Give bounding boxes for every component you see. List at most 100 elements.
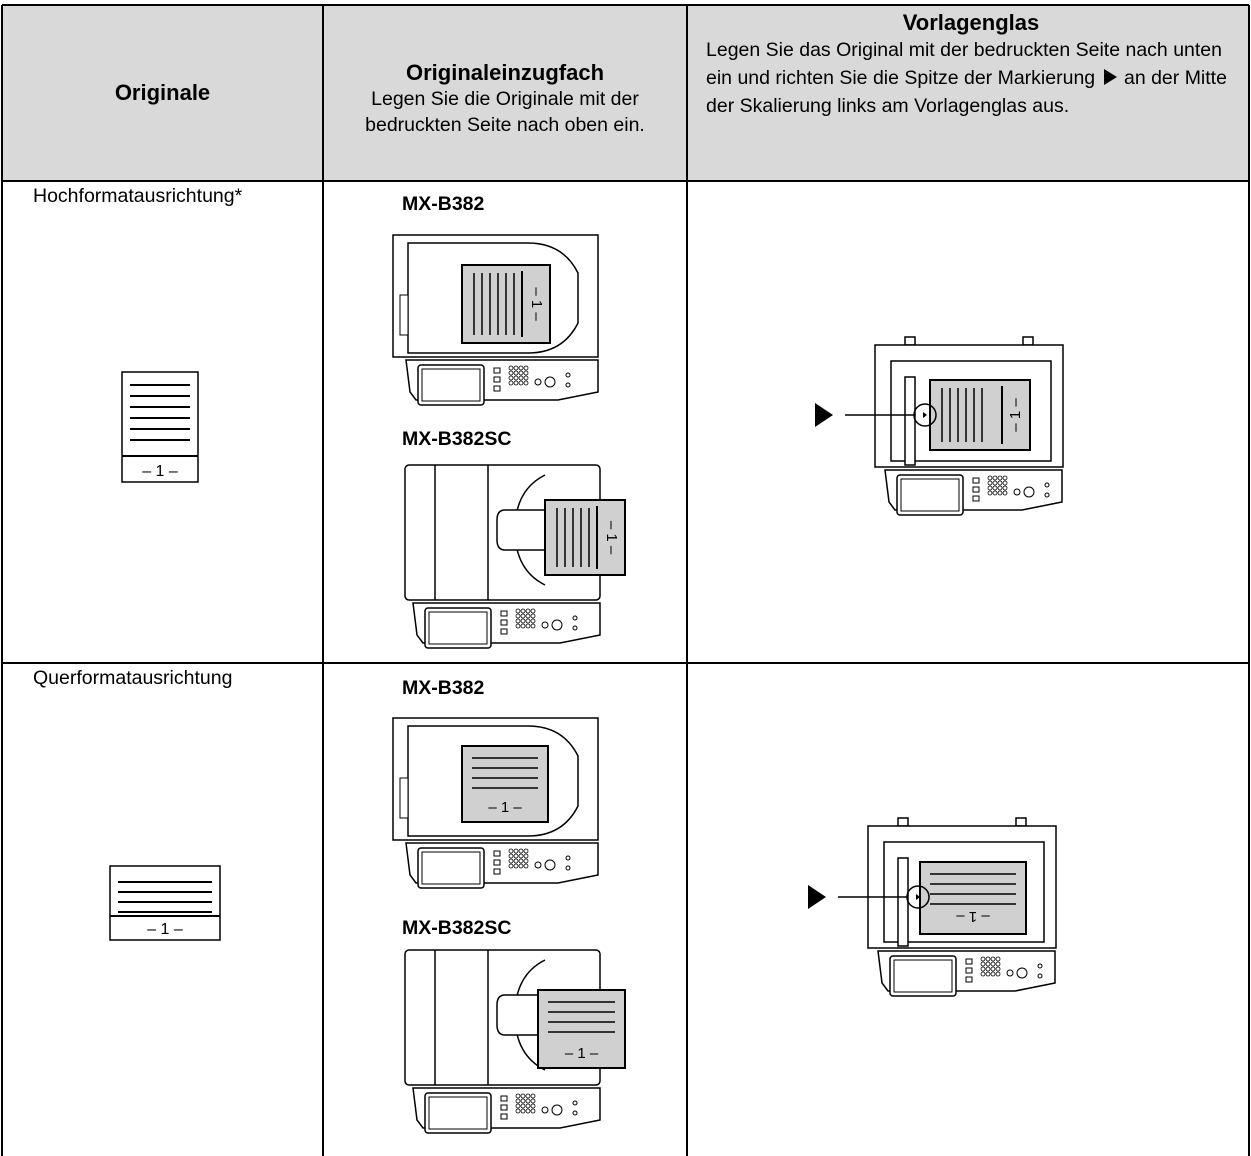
button (572, 1110, 578, 1116)
machine-base (884, 469, 1063, 516)
key (525, 1093, 531, 1099)
col-title: Vorlagenglas (902, 10, 1040, 35)
key (518, 370, 524, 376)
key (525, 623, 531, 629)
key (513, 375, 519, 381)
key (530, 1093, 536, 1099)
key (520, 1103, 526, 1109)
button (1044, 482, 1050, 488)
button (565, 865, 571, 871)
button (1006, 969, 1014, 977)
button (965, 976, 973, 983)
row-label: Querformatausrichtung (33, 667, 233, 689)
model-label: MX-B382 (402, 193, 485, 215)
key (515, 608, 521, 614)
button (544, 859, 556, 871)
hinge (897, 817, 909, 827)
screen-inner (421, 368, 481, 402)
machine-base (877, 950, 1056, 997)
key (985, 956, 991, 962)
key (1002, 485, 1008, 491)
key (513, 853, 519, 859)
key (508, 375, 514, 381)
button (972, 486, 980, 493)
button (1037, 973, 1043, 979)
screen-inner (428, 611, 488, 645)
key (992, 485, 998, 491)
key (508, 365, 514, 371)
page-label: – 1 – (1007, 398, 1024, 432)
machine-base (412, 1087, 601, 1134)
key (508, 380, 514, 386)
col-text: Legen Sie das Original mit der bedruckte… (706, 36, 1236, 120)
key (990, 966, 996, 972)
page-label: – 1 – (488, 799, 522, 816)
key (515, 618, 521, 624)
col-text: Legen Sie die Originale mit der bedruckt… (365, 88, 645, 136)
button (500, 610, 508, 617)
key (513, 370, 519, 376)
output-slot (496, 994, 545, 1036)
button (500, 619, 508, 626)
button (493, 376, 501, 383)
marker-icon (1103, 69, 1117, 85)
scale (897, 857, 909, 947)
button (541, 1106, 549, 1114)
page-label: – 1 – (147, 921, 183, 938)
key (525, 1108, 531, 1114)
button (500, 1095, 508, 1102)
model-label: MX-B382 (402, 677, 485, 699)
key (518, 853, 524, 859)
key (523, 380, 529, 386)
button (565, 372, 571, 378)
key (1002, 480, 1008, 486)
key (508, 858, 514, 864)
key (520, 618, 526, 624)
key (990, 961, 996, 967)
key (530, 613, 536, 619)
header-row (2, 5, 1249, 181)
key (518, 848, 524, 854)
key (523, 375, 529, 381)
key (990, 971, 996, 977)
key (992, 480, 998, 486)
key (523, 365, 529, 371)
button (1037, 963, 1043, 969)
key (525, 1098, 531, 1104)
button (1023, 486, 1035, 498)
key (992, 490, 998, 496)
scale (904, 376, 916, 466)
col-header: Originaleinzugfach Legen Sie die Origina… (323, 60, 687, 138)
page-label: – 1 – (565, 1045, 599, 1062)
key (997, 490, 1003, 496)
key (530, 618, 536, 624)
button (565, 382, 571, 388)
key (520, 1093, 526, 1099)
button (493, 385, 501, 392)
key (513, 863, 519, 869)
key (997, 485, 1003, 491)
button (965, 967, 973, 974)
key (530, 623, 536, 629)
key (515, 1098, 521, 1104)
key (530, 1103, 536, 1109)
button (572, 615, 578, 621)
key (523, 858, 529, 864)
key (515, 1103, 521, 1109)
key (995, 971, 1001, 977)
paper-sheet (544, 499, 626, 576)
key (523, 853, 529, 859)
key (980, 971, 986, 977)
key (1002, 475, 1008, 481)
button (551, 619, 563, 631)
hinge (904, 336, 916, 346)
button (541, 621, 549, 629)
key (995, 961, 1001, 967)
key (992, 475, 998, 481)
marker-arrow (808, 885, 826, 909)
button (534, 861, 542, 869)
key (508, 863, 514, 869)
key (530, 1098, 536, 1104)
key (513, 380, 519, 386)
key (513, 858, 519, 864)
